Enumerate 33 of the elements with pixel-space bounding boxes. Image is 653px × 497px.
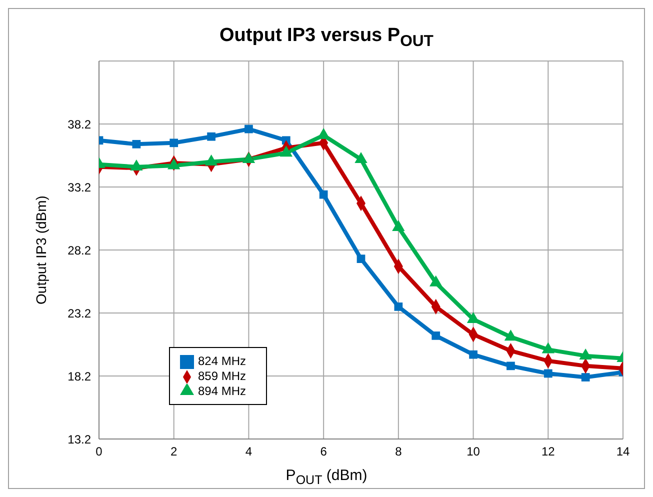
x-axis-title: P$_{OUT}$ (dBm) bbox=[284, 467, 368, 487]
legend-label: 859 MHz bbox=[198, 368, 246, 383]
y-tick-label: 28.2 bbox=[68, 243, 92, 258]
point bbox=[132, 140, 141, 148]
y-tick-label: 33.2 bbox=[68, 180, 92, 194]
chart-title: Output IP3 versus P$_{OUT}$ bbox=[218, 25, 434, 51]
legend-label: 894 MHz bbox=[198, 384, 246, 398]
point bbox=[319, 190, 328, 199]
x-tick-label: 12 bbox=[541, 444, 556, 459]
legend-label: 824 MHz bbox=[198, 354, 246, 368]
point bbox=[394, 302, 403, 311]
x-tick-label: 6 bbox=[320, 444, 328, 459]
y-tick-label: 18.2 bbox=[68, 369, 92, 384]
y-tick-label: 23.2 bbox=[68, 306, 92, 320]
point bbox=[356, 254, 366, 264]
point bbox=[544, 369, 552, 378]
x-tick-label: 10 bbox=[466, 444, 480, 459]
point bbox=[244, 124, 253, 134]
y-tick-label: 13.2 bbox=[68, 432, 92, 446]
x-tick-label: 0 bbox=[96, 444, 103, 459]
point bbox=[581, 373, 590, 382]
x-tick-label: 2 bbox=[170, 444, 178, 459]
point bbox=[469, 350, 478, 359]
x-tick-label: 14 bbox=[616, 444, 630, 459]
y-tick-label: 38.2 bbox=[68, 117, 92, 132]
point bbox=[170, 138, 178, 148]
x-tick-label: 8 bbox=[395, 444, 402, 459]
point bbox=[432, 331, 440, 340]
point bbox=[506, 362, 515, 370]
y-axis-title: Output IP3 (dBm) bbox=[32, 196, 49, 304]
point bbox=[207, 132, 216, 141]
x-tick-label: 4 bbox=[245, 444, 252, 459]
point bbox=[130, 160, 143, 171]
